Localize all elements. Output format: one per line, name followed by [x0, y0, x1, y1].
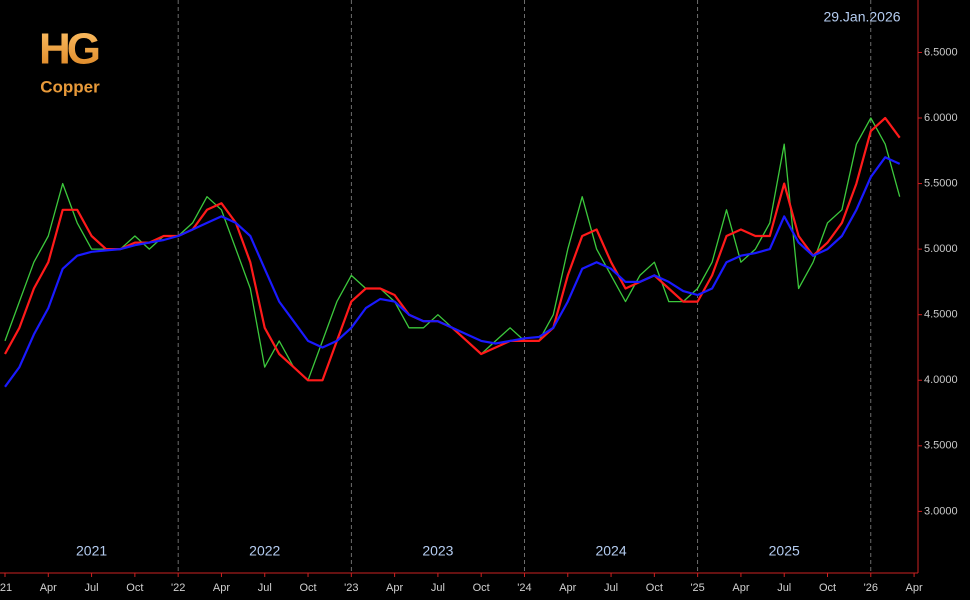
y-tick-label: 4.0000	[924, 374, 958, 386]
chart-title: Copper	[40, 77, 100, 96]
x-tick-label: Oct	[646, 582, 663, 594]
x-tick-label: '24	[517, 582, 531, 594]
x-tick-label: Apr	[732, 582, 749, 594]
x-tick-label: '23	[344, 582, 358, 594]
y-tick-label: 6.0000	[924, 112, 958, 124]
year-label: 2023	[422, 543, 453, 559]
y-tick-label: 6.5000	[924, 46, 958, 58]
x-tick-label: Jul	[85, 582, 99, 594]
x-tick-label: Oct	[299, 582, 316, 594]
x-tick-label: '26	[864, 582, 878, 594]
y-tick-label: 5.0000	[924, 243, 958, 255]
series-line	[4, 156, 901, 388]
x-tick-label: Apr	[386, 582, 403, 594]
x-tick-label: '22	[171, 582, 185, 594]
y-tick-label: 3.5000	[924, 440, 958, 452]
x-tick-label: Jul	[431, 582, 445, 594]
y-tick-label: 5.5000	[924, 177, 958, 189]
year-label: 2021	[76, 543, 107, 559]
y-tick-label: 3.0000	[924, 505, 958, 517]
year-label: 2025	[769, 543, 800, 559]
brand-logo: HG	[39, 25, 99, 74]
x-tick-label: '25	[690, 582, 704, 594]
x-tick-label: Apr	[40, 582, 57, 594]
date-label: 29.Jan.2026	[823, 9, 900, 25]
year-label: 2024	[595, 543, 626, 559]
x-tick-label: Jul	[604, 582, 618, 594]
x-tick-label: Apr	[559, 582, 576, 594]
x-tick-label: Jul	[258, 582, 272, 594]
y-tick-label: 4.5000	[924, 309, 958, 321]
x-tick-label: Apr	[213, 582, 230, 594]
x-tick-label: '21	[0, 582, 12, 594]
x-tick-label: Oct	[819, 582, 836, 594]
x-tick-label: Jul	[777, 582, 791, 594]
year-label: 2022	[249, 543, 280, 559]
x-tick-label: Oct	[126, 582, 143, 594]
x-tick-label: Oct	[473, 582, 490, 594]
x-tick-label: Apr	[906, 582, 923, 594]
